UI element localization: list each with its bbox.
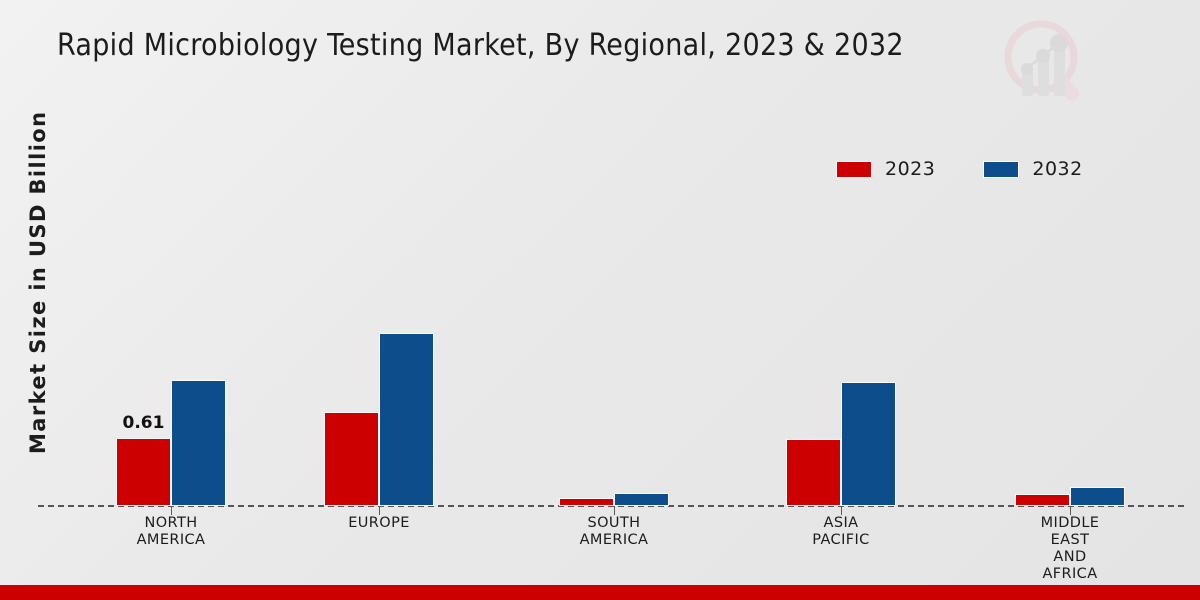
bar-south-america-2032[interactable]	[614, 492, 669, 506]
axis-tick	[379, 506, 380, 515]
legend-swatch-2023	[836, 160, 872, 178]
bar-north-america-2023[interactable]: 0.61	[116, 413, 171, 506]
category-label-line: EUROPE	[348, 515, 410, 531]
category-label-line: AMERICA	[579, 532, 649, 548]
bar-asia-pacific-2032[interactable]	[841, 382, 896, 506]
bar-group	[1014, 206, 1126, 506]
chart-legend: 2023 2032	[836, 158, 1083, 180]
bar-europe-2032[interactable]	[379, 333, 434, 506]
legend-item-2032[interactable]: 2032	[983, 158, 1082, 180]
category-label-north-america: NORTH AMERICA	[71, 515, 271, 549]
category-label-line: ASIA	[823, 515, 859, 531]
bar-group	[558, 206, 670, 506]
category-label-line: AMERICA	[136, 532, 206, 548]
category-label-line: EAST	[1050, 532, 1090, 548]
category-label-line: SOUTH	[587, 515, 641, 531]
bar-middle-east-and-africa-2032[interactable]	[1070, 487, 1125, 506]
axis-tick	[171, 506, 172, 515]
legend-label-2032: 2032	[1032, 158, 1083, 180]
bar-group: 0.61	[115, 206, 227, 506]
category-label-line: AND	[1053, 549, 1087, 565]
bar-middle-east-and-africa-2023[interactable]	[1015, 493, 1070, 506]
category-label-europe: EUROPE	[279, 515, 479, 532]
category-label-line: NORTH	[144, 515, 198, 531]
category-label-line: AFRICA	[1042, 566, 1098, 582]
bar-north-america-2032[interactable]	[171, 380, 226, 506]
bar-value-label: 0.61	[122, 413, 165, 433]
x-axis-baseline	[38, 505, 1184, 507]
legend-swatch-2032	[983, 160, 1020, 178]
category-label-middle-east-and-africa: MIDDLE EAST AND AFRICA	[970, 515, 1170, 583]
bottom-accent-band	[0, 585, 1200, 600]
category-label-line: PACIFIC	[812, 532, 870, 548]
bar-south-america-2023[interactable]	[559, 498, 614, 506]
legend-label-2023: 2023	[885, 158, 936, 180]
axis-tick	[614, 506, 615, 515]
legend-item-2023[interactable]: 2023	[836, 158, 935, 180]
category-label-asia-pacific: ASIA PACIFIC	[741, 515, 941, 549]
bar-group	[323, 206, 435, 506]
category-label-line: MIDDLE	[1040, 515, 1100, 531]
axis-tick	[841, 506, 842, 515]
bar-asia-pacific-2023[interactable]	[786, 439, 841, 506]
chart-title: Rapid Microbiology Testing Market, By Re…	[57, 28, 904, 63]
axis-tick	[1070, 506, 1071, 515]
category-label-south-america: SOUTH AMERICA	[514, 515, 714, 549]
bar-group	[785, 206, 897, 506]
bar-europe-2023[interactable]	[324, 412, 379, 506]
